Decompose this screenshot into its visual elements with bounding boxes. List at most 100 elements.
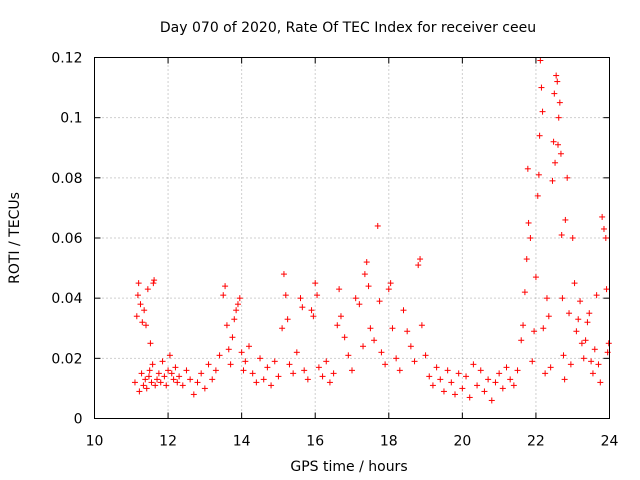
data-point-marker [308, 307, 315, 314]
data-point-marker [531, 328, 538, 335]
data-point-marker [260, 376, 267, 383]
data-point-marker [433, 364, 440, 371]
data-point-marker [422, 352, 429, 359]
data-point-marker [387, 280, 394, 287]
data-point-marker [201, 385, 208, 392]
data-point-marker [159, 358, 166, 365]
y-tick-label: 0.04 [51, 291, 82, 307]
data-point-marker [411, 358, 418, 365]
data-point-marker [312, 280, 319, 287]
y-tick-label: 0 [74, 412, 83, 428]
data-point-marker [591, 346, 598, 353]
data-point-marker [396, 367, 403, 374]
data-point-marker [417, 256, 424, 263]
data-point-marker [547, 364, 554, 371]
x-tick-label: 16 [306, 434, 324, 450]
data-point-marker [363, 259, 370, 266]
data-point-marker [555, 114, 562, 121]
data-point-marker [172, 364, 179, 371]
x-tick-label: 20 [453, 434, 471, 450]
plot-frame [94, 57, 610, 419]
data-point-marker [575, 316, 582, 323]
data-point-marker [537, 57, 544, 64]
data-point-marker [389, 325, 396, 332]
data-point-marker [361, 271, 368, 278]
data-point-marker [382, 361, 389, 368]
data-point-marker [268, 382, 275, 389]
data-point-marker [470, 361, 477, 368]
data-point-marker [187, 376, 194, 383]
data-point-marker [286, 361, 293, 368]
data-point-marker [466, 394, 473, 401]
data-point-marker [133, 313, 140, 320]
data-point-marker [179, 382, 186, 389]
data-point-marker [264, 364, 271, 371]
data-point-marker [161, 373, 168, 380]
data-point-marker [319, 373, 326, 380]
data-point-marker [549, 177, 556, 184]
data-point-marker [393, 355, 400, 362]
data-point-marker [138, 370, 145, 377]
data-point-marker [280, 271, 287, 278]
data-point-marker [415, 262, 422, 269]
data-point-marker [284, 316, 291, 323]
y-tick-label: 0.02 [51, 351, 82, 367]
data-point-marker [146, 367, 153, 374]
data-point-marker [523, 256, 530, 263]
data-point-marker [330, 370, 337, 377]
data-point-marker [236, 295, 243, 302]
data-point-marker [152, 382, 159, 389]
data-point-marker [233, 307, 240, 314]
data-point-marker [463, 373, 470, 380]
data-point-marker [345, 352, 352, 359]
data-point-marker [556, 99, 563, 106]
y-axis-ticks: 0 0.02 0.04 0.06 0.08 0.1 0.12 [51, 51, 610, 428]
data-point-marker [139, 319, 146, 326]
data-point-marker [553, 72, 560, 79]
data-point-marker [527, 235, 534, 241]
data-point-marker [561, 376, 568, 383]
data-point-marker [582, 337, 589, 344]
data-point-marker [282, 292, 289, 299]
data-point-marker [560, 352, 567, 359]
data-point-marker [567, 361, 574, 368]
data-point-marker [257, 355, 264, 362]
data-point-marker [238, 349, 245, 356]
data-point-marker [600, 225, 607, 232]
data-point-marker [293, 349, 300, 356]
data-point-marker [151, 277, 158, 284]
data-point-marker [231, 316, 238, 323]
data-point-marker [166, 352, 173, 359]
data-point-marker [242, 358, 249, 365]
data-point-marker [437, 376, 444, 383]
data-point-marker [400, 307, 407, 314]
y-tick-label: 0.06 [51, 231, 82, 247]
data-point-marker [135, 280, 142, 287]
data-point-marker [578, 340, 585, 347]
data-point-marker [216, 352, 223, 359]
data-point-marker [145, 373, 152, 380]
x-tick-label: 18 [380, 434, 398, 450]
data-point-marker [360, 343, 367, 350]
data-point-marker [367, 325, 374, 332]
data-point-marker [170, 376, 177, 383]
data-point-marker [577, 298, 584, 305]
data-point-marker [168, 370, 175, 377]
data-point-marker [520, 322, 527, 329]
data-point-marker [586, 310, 593, 317]
data-point-marker [514, 367, 521, 374]
data-point-marker [532, 274, 539, 281]
data-point-marker [474, 382, 481, 389]
data-point-marker [310, 313, 317, 320]
data-point-marker [341, 334, 348, 341]
data-point-marker [496, 370, 503, 377]
data-point-marker [426, 373, 433, 380]
data-point-marker [562, 216, 569, 223]
data-point-marker [524, 165, 531, 172]
data-point-marker [550, 138, 557, 145]
data-point-marker [374, 222, 381, 229]
data-point-marker [323, 358, 330, 365]
data-point-marker [198, 370, 205, 377]
data-point-marker [229, 334, 236, 341]
